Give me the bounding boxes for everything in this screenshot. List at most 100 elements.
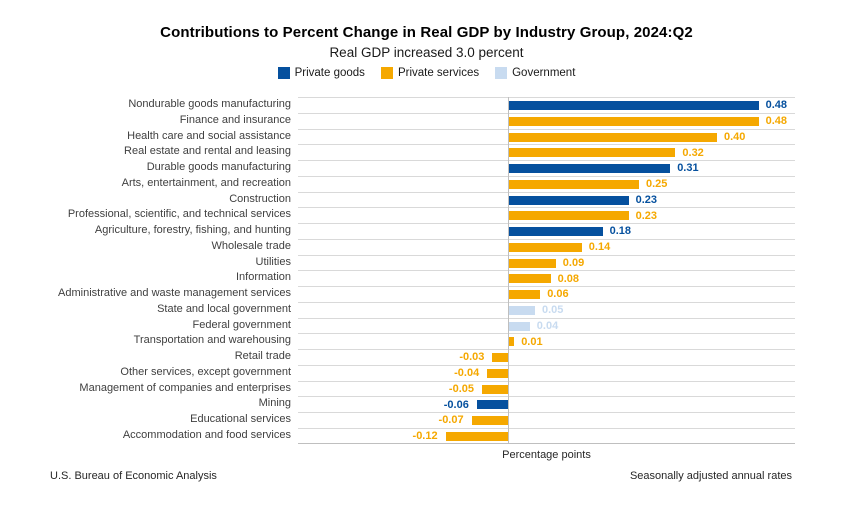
row-plot-cell: 0.01: [298, 333, 795, 349]
source-attribution: U.S. Bureau of Economic Analysis: [50, 470, 217, 482]
chart-subtitle: Real GDP increased 3.0 percent: [329, 45, 524, 60]
value-label: 0.48: [765, 115, 788, 128]
chart-row: Agriculture, forestry, fishing, and hunt…: [0, 223, 853, 239]
value-label: -0.07: [438, 414, 464, 427]
value-label: 0.40: [724, 130, 746, 143]
category-label: Health care and social assistance: [127, 129, 291, 142]
chart-row: Retail trade -0.03: [0, 349, 853, 365]
legend-item-private-goods: Private goods: [277, 67, 365, 79]
row-plot-cell: 0.09: [298, 254, 795, 271]
bar: [509, 148, 676, 158]
category-label: Durable goods manufacturing: [146, 161, 291, 173]
zero-axis-line: [508, 97, 509, 444]
row-plot-cell: 0.25: [298, 175, 795, 192]
bar: [487, 368, 508, 378]
bar: [509, 258, 556, 268]
legend-item-private-services: Private services: [380, 67, 480, 79]
bar: [476, 400, 508, 410]
row-plot-cell: 0.40: [298, 128, 795, 145]
row-plot-cell: 0.18: [298, 223, 795, 239]
value-label: -0.12: [412, 430, 438, 443]
category-label: Wholesale trade: [211, 239, 292, 252]
chart-row: Arts, entertainment, and recreation 0.25: [0, 175, 853, 192]
bar: [509, 227, 603, 236]
category-label: Management of companies and enterprises: [79, 381, 291, 394]
value-label: 0.31: [677, 162, 699, 175]
category-label: Finance and insurance: [179, 113, 291, 126]
row-plot-cell: -0.04: [298, 364, 795, 381]
value-label: -0.05: [448, 382, 474, 395]
legend-swatch-icon: [277, 67, 290, 79]
chart-legend: Private goods Private services Government: [0, 67, 853, 79]
bar: [509, 179, 639, 189]
chart-row: Health care and social assistance 0.40: [0, 128, 853, 145]
value-label: 0.48: [765, 99, 788, 112]
category-label: Mining: [258, 397, 291, 410]
row-plot-cell: -0.07: [298, 412, 795, 428]
row-plot-cell: -0.12: [298, 427, 795, 444]
row-plot-cell: 0.48: [298, 97, 795, 113]
bar: [509, 337, 515, 347]
bar: [509, 101, 759, 110]
bar: [482, 384, 508, 394]
chart-row: Construction 0.23: [0, 191, 853, 208]
category-label: Nondurable goods manufacturing: [128, 98, 291, 110]
row-plot-cell: -0.05: [298, 380, 795, 397]
value-label: -0.03: [459, 351, 485, 364]
row-plot-cell: 0.23: [298, 191, 795, 208]
category-label: Real estate and rental and leasing: [124, 145, 291, 158]
chart-row: Transportation and warehousing 0.01: [0, 333, 853, 349]
chart-row: Professional, scientific, and technical …: [0, 207, 853, 223]
value-label: 0.23: [635, 193, 658, 206]
chart-row: Nondurable goods manufacturing 0.48: [0, 97, 853, 113]
bar: [509, 305, 535, 315]
value-label: 0.14: [588, 241, 611, 254]
x-axis-label: Percentage points: [502, 449, 591, 461]
chart-row: Durable goods manufacturing 0.31: [0, 160, 853, 176]
chart-row: Accommodation and food services -0.12: [0, 427, 853, 444]
row-plot-cell: -0.06: [298, 396, 795, 412]
value-label: 0.08: [557, 272, 580, 285]
chart-row: Wholesale trade 0.14: [0, 238, 853, 255]
category-label: Transportation and warehousing: [133, 334, 291, 347]
value-label: -0.04: [454, 367, 480, 380]
value-label: 0.18: [609, 225, 632, 238]
bar: [509, 290, 541, 299]
row-plot-cell: 0.31: [298, 160, 795, 176]
category-label: Accommodation and food services: [122, 428, 291, 441]
value-label: 0.01: [521, 335, 543, 348]
bar: [509, 242, 582, 252]
chart-row: Mining -0.06: [0, 396, 853, 412]
legend-label: Private goods: [294, 67, 365, 79]
bar: [471, 416, 508, 425]
row-plot-cell: 0.05: [298, 301, 795, 318]
row-plot-cell: 0.04: [298, 317, 795, 334]
legend-label: Private services: [397, 67, 480, 79]
row-plot-cell: -0.03: [298, 349, 795, 365]
chart-row: Management of companies and enterprises -…: [0, 380, 853, 397]
value-label: 0.04: [536, 319, 559, 332]
bar: [509, 164, 671, 173]
bar-chart-plot-area: Nondurable goods manufacturing 0.48 Financ…: [0, 97, 853, 444]
chart-row: Real estate and rental and leasing 0.32: [0, 144, 853, 160]
category-label: Retail trade: [234, 350, 291, 362]
chart-row: State and local government 0.05: [0, 301, 853, 318]
value-label: -0.06: [443, 398, 469, 411]
chart-row: Other services, except government -0.04: [0, 364, 853, 381]
row-plot-cell: 0.48: [298, 112, 795, 129]
bar: [509, 116, 759, 126]
value-label: 0.05: [542, 304, 564, 317]
row-plot-cell: 0.23: [298, 207, 795, 223]
bar: [509, 211, 629, 221]
category-label: Educational services: [190, 413, 291, 425]
value-label: 0.23: [635, 209, 658, 222]
bar: [509, 321, 530, 331]
chart-row: Educational services -0.07: [0, 412, 853, 428]
chart-row: Federal government 0.04: [0, 317, 853, 334]
category-label: Agriculture, forestry, fishing, and hunt…: [94, 224, 291, 236]
value-label: 0.06: [547, 288, 569, 301]
chart-title: Contributions to Percent Change in Real …: [160, 24, 693, 41]
x-axis-line: [298, 443, 795, 444]
legend-label: Government: [512, 67, 576, 79]
